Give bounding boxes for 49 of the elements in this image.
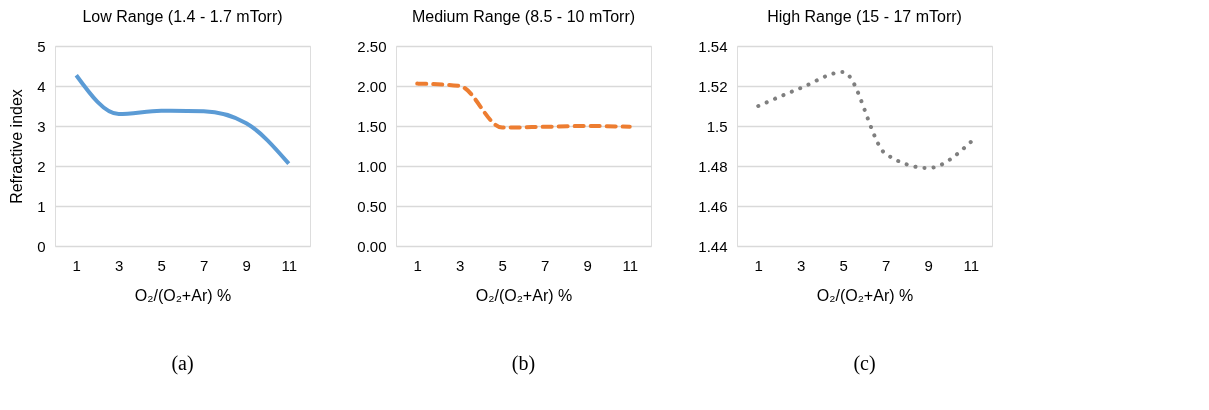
y-tick-label: 0.00: [357, 237, 387, 255]
x-tick-label: 11: [622, 256, 639, 274]
y-tick-label: 2.00: [357, 77, 387, 95]
x-axis-title: O₂/(O₂+Ar) %: [134, 286, 232, 304]
y-tick-label: 1.48: [698, 157, 728, 175]
y-tick-label: 1.52: [698, 77, 728, 95]
line-series: [74, 73, 291, 166]
y-tick-label: 1.54: [698, 37, 728, 55]
x-tick-label: 5: [839, 256, 848, 274]
x-tick-label: 1: [413, 256, 422, 274]
y-tick-label: 0: [37, 237, 46, 255]
x-tick-label: 11: [281, 256, 298, 274]
text: (c): [853, 352, 876, 375]
x-tick-label: 7: [882, 256, 891, 274]
x-tick-label: 7: [200, 256, 209, 274]
line-series: [756, 70, 973, 170]
x-tick-label: 9: [924, 256, 933, 274]
text: (a): [171, 352, 194, 375]
x-tick-label: 9: [242, 256, 251, 274]
y-tick-label: 1.5: [706, 117, 728, 135]
y-tick-label: 1: [37, 197, 46, 215]
x-tick-label: 5: [498, 256, 507, 274]
x-tick-label: 3: [456, 256, 465, 274]
x-axis-title: O₂/(O₂+Ar) %: [475, 286, 573, 304]
x-tick-label: 3: [797, 256, 806, 274]
chart-title: Low Range (1.4 - 1.7 mTorr): [82, 8, 283, 25]
x-tick-label: 11: [963, 256, 980, 274]
y-tick-label: 1.46: [698, 197, 728, 215]
line-series: [415, 81, 632, 130]
y-tick-label: 1.50: [357, 117, 387, 135]
y-tick-label: 0.50: [357, 197, 387, 215]
y-tick-label: 3: [37, 117, 46, 135]
x-axis-title: O₂/(O₂+Ar) %: [816, 286, 914, 304]
y-tick-label: 2: [37, 157, 46, 175]
text: (b): [511, 352, 536, 375]
y-tick-label: 4: [37, 77, 46, 95]
y-tick-label: 1.00: [357, 157, 387, 175]
chart-title: High Range (15 - 17 mTorr): [767, 8, 962, 25]
x-tick-label: 3: [115, 256, 124, 274]
x-tick-label: 7: [541, 256, 550, 274]
y-tick-label: 5: [37, 37, 46, 55]
x-tick-label: 1: [72, 256, 81, 274]
x-tick-label: 9: [583, 256, 592, 274]
chart-title: Medium Range (8.5 - 10 mTorr): [411, 8, 636, 25]
x-tick-label: 1: [754, 256, 763, 274]
x-tick-label: 5: [157, 256, 166, 274]
y-tick-label: 2.50: [357, 37, 387, 55]
y-tick-label: 1.44: [698, 237, 728, 255]
y-axis-title: Refractive index: [8, 89, 26, 204]
